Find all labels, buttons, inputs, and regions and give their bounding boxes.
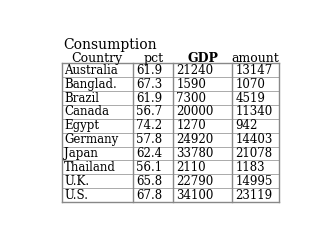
Text: 21078: 21078 xyxy=(235,147,272,160)
Text: 57.8: 57.8 xyxy=(136,133,162,146)
Text: 67.8: 67.8 xyxy=(136,189,162,202)
Text: 2110: 2110 xyxy=(176,161,206,174)
Text: 4519: 4519 xyxy=(235,92,265,105)
Text: 23119: 23119 xyxy=(235,189,272,202)
Text: Banglad.: Banglad. xyxy=(64,78,117,91)
Text: Canada: Canada xyxy=(64,105,109,119)
Text: 34100: 34100 xyxy=(176,189,214,202)
Text: U.S.: U.S. xyxy=(64,189,88,202)
Text: 13147: 13147 xyxy=(235,64,273,77)
Text: 33780: 33780 xyxy=(176,147,214,160)
Text: 1590: 1590 xyxy=(176,78,206,91)
Text: Japan: Japan xyxy=(64,147,98,160)
Text: Egypt: Egypt xyxy=(64,119,99,132)
Text: 56.7: 56.7 xyxy=(136,105,162,119)
Text: Thailand: Thailand xyxy=(64,161,116,174)
Text: U.K.: U.K. xyxy=(64,175,89,188)
Text: 1270: 1270 xyxy=(176,119,206,132)
Text: 21240: 21240 xyxy=(176,64,213,77)
Text: 74.2: 74.2 xyxy=(136,119,162,132)
Text: Consumption: Consumption xyxy=(63,38,157,52)
Text: 1070: 1070 xyxy=(235,78,265,91)
Text: 65.8: 65.8 xyxy=(136,175,162,188)
Text: 67.3: 67.3 xyxy=(136,78,162,91)
Text: 14403: 14403 xyxy=(235,133,273,146)
Text: 7300: 7300 xyxy=(176,92,206,105)
Text: 24920: 24920 xyxy=(176,133,214,146)
Text: 1183: 1183 xyxy=(235,161,265,174)
Text: 14995: 14995 xyxy=(235,175,273,188)
Text: 61.9: 61.9 xyxy=(136,64,162,77)
Text: Germany: Germany xyxy=(64,133,118,146)
Text: 62.4: 62.4 xyxy=(136,147,162,160)
Text: GDP: GDP xyxy=(187,52,218,65)
Text: 61.9: 61.9 xyxy=(136,92,162,105)
Text: pct: pct xyxy=(143,52,163,65)
Text: 942: 942 xyxy=(235,119,258,132)
Text: 20000: 20000 xyxy=(176,105,214,119)
Text: Brazil: Brazil xyxy=(64,92,99,105)
Text: amount: amount xyxy=(232,52,279,65)
Text: Australia: Australia xyxy=(64,64,118,77)
Text: 11340: 11340 xyxy=(235,105,273,119)
Text: Country: Country xyxy=(72,52,123,65)
Text: 22790: 22790 xyxy=(176,175,214,188)
Text: 56.1: 56.1 xyxy=(136,161,162,174)
